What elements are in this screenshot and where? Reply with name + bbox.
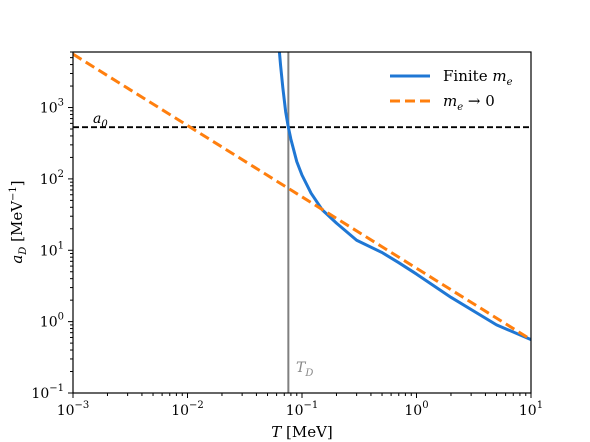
- x-tick-label: 101: [519, 400, 543, 419]
- legend-label-finite: Finite me: [443, 67, 513, 88]
- x-tick-label: 10−1: [286, 400, 319, 419]
- x-axis-label: T [MeV]: [271, 423, 333, 441]
- x-tick-label: 10−3: [57, 400, 90, 419]
- x-tick-label: 100: [404, 400, 428, 419]
- y-tick-label: 10−1: [31, 383, 64, 402]
- y-tick-label: 102: [40, 169, 64, 188]
- series-line-finite-me: [277, 52, 531, 341]
- y-tick-label: 101: [40, 240, 64, 259]
- x-tick-label: 10−2: [171, 400, 204, 419]
- y-tick-label: 100: [40, 312, 64, 331]
- legend-label-massless: me → 0: [443, 92, 495, 113]
- legend: Finite me me → 0: [390, 67, 513, 113]
- y-tick-label: 103: [40, 98, 64, 117]
- td-label: TD: [296, 360, 313, 379]
- y-axis-label: aD [MeV−1]: [8, 180, 29, 263]
